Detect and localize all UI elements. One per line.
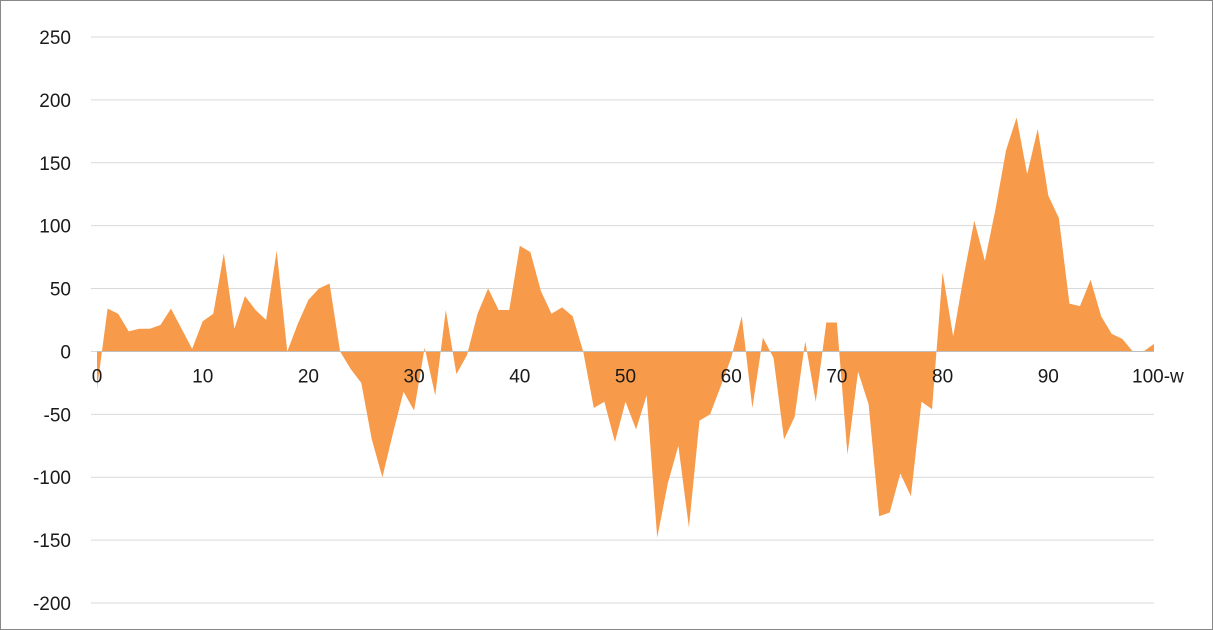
series-area bbox=[97, 117, 1154, 538]
x-tick-label: 50 bbox=[615, 366, 636, 387]
x-tick-label: 40 bbox=[509, 366, 530, 387]
y-tick-label: 50 bbox=[50, 280, 71, 301]
x-tick-label: 80 bbox=[932, 366, 953, 387]
y-tick-label: -150 bbox=[33, 531, 71, 552]
y-tick-label: -50 bbox=[44, 405, 71, 426]
x-tick-label: 90 bbox=[1038, 366, 1059, 387]
x-tick-labels: 0 10 20 30 40 50 60 70 80 90 100-w bbox=[92, 366, 1184, 387]
series-area-path bbox=[97, 117, 1154, 538]
x-tick-label: 60 bbox=[721, 366, 742, 387]
y-tick-label: 250 bbox=[39, 28, 71, 49]
x-tick-label: 0 bbox=[92, 366, 103, 387]
x-tick-label: 10 bbox=[192, 366, 213, 387]
y-tick-label: 0 bbox=[60, 342, 71, 363]
y-tick-label: -200 bbox=[33, 594, 71, 615]
x-tick-label: 100-w bbox=[1132, 366, 1184, 387]
y-tick-label: 200 bbox=[39, 91, 71, 112]
y-tick-labels: 250 200 150 100 50 0 -50 -100 -150 -200 bbox=[33, 28, 71, 615]
y-tick-label: 150 bbox=[39, 154, 71, 175]
y-tick-label: 100 bbox=[39, 217, 71, 238]
x-tick-label: 70 bbox=[826, 366, 847, 387]
x-tick-label: 20 bbox=[298, 366, 319, 387]
x-tick-label: 30 bbox=[404, 366, 425, 387]
y-tick-label: -100 bbox=[33, 468, 71, 489]
